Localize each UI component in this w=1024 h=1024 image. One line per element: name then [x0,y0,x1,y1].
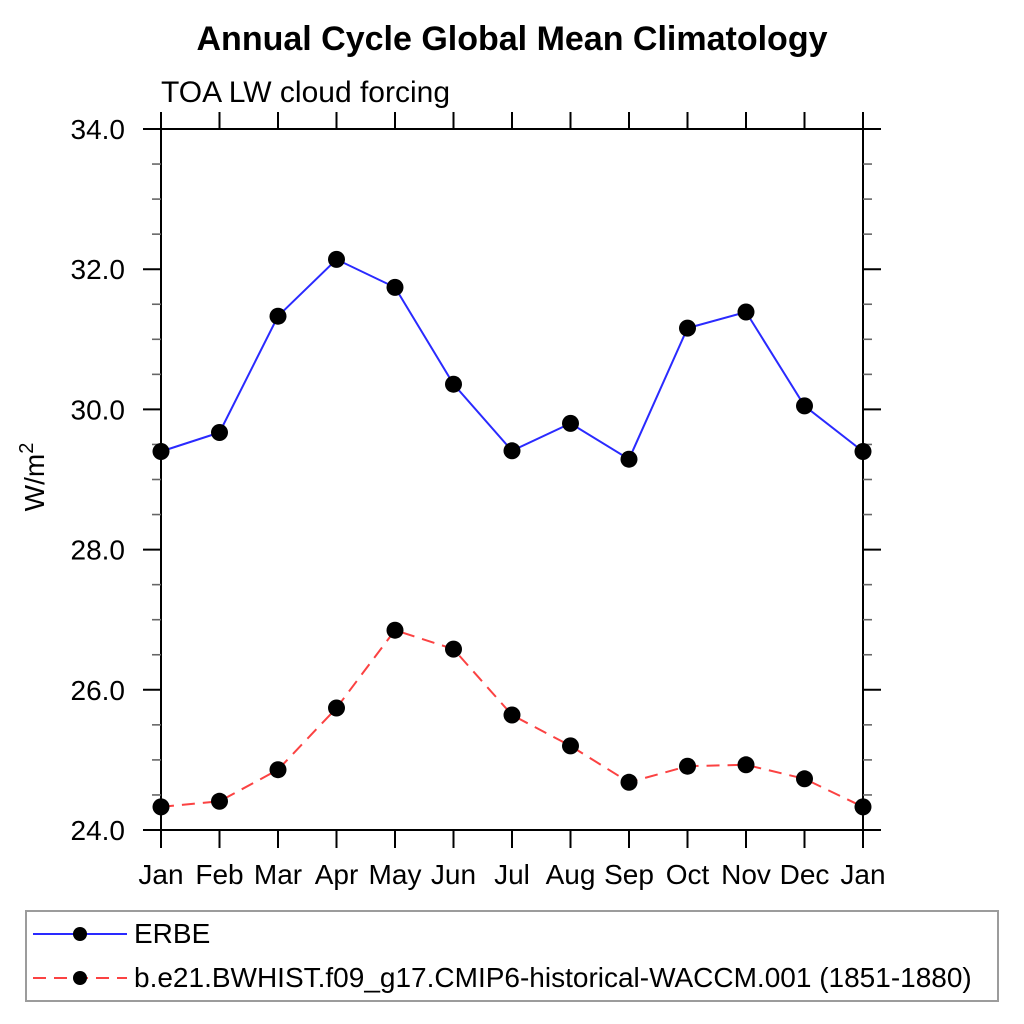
data-point-marker [620,773,638,791]
data-point-marker [503,442,521,460]
legend-label-erbe: ERBE [134,918,211,949]
data-point-marker [854,443,872,460]
data-point-marker [737,303,755,321]
data-point-marker [386,278,404,296]
x-axis-tick-label: May [369,859,422,890]
x-axis-tick-label: Apr [315,859,359,890]
y-axis-title: W/m2 [16,443,50,512]
data-point-marker [796,770,813,788]
data-point-marker [152,798,170,816]
data-point-marker [737,756,755,774]
data-point-marker [328,699,345,717]
x-axis-tick-label: Nov [721,859,771,890]
data-point-marker [445,640,462,658]
data-point-marker [211,792,228,810]
x-axis-tick-label: Jul [494,859,530,890]
data-point-marker [562,414,579,432]
data-point-marker [386,621,404,639]
data-point-marker [211,424,228,441]
data-point-marker [679,319,696,337]
x-axis-tick-label: Jan [840,859,885,890]
data-point-marker [679,757,696,775]
legend-box: ERBE b.e21.BWHIST.f09_g17.CMIP6-historic… [25,910,999,1002]
x-axis-tick-label: Feb [195,859,243,890]
y-axis-tick-label: 24.0 [71,815,126,846]
x-axis-tick-label: Dec [780,859,830,890]
chart-title: Annual Cycle Global Mean Climatology [196,20,828,58]
x-axis-tick-label: Aug [546,859,596,890]
legend-label-waccm: b.e21.BWHIST.f09_g17.CMIP6-historical-WA… [134,962,972,993]
series-line-erbe [160,258,864,461]
legend-marker-dot-icon [73,927,87,941]
y-axis-tick-label: 34.0 [71,114,126,145]
axis-frame [160,128,864,831]
data-point-marker [445,375,462,393]
y-axis-tick-label: 26.0 [71,675,126,706]
legend-item-waccm: b.e21.BWHIST.f09_g17.CMIP6-historical-WA… [27,956,997,1000]
data-point-marker [269,761,287,779]
data-point-marker [620,450,638,468]
x-axis-tick-label: Oct [666,859,710,890]
data-point-marker [152,443,170,460]
legend-line-sample-solid [33,927,127,941]
y-axis-tick-label: 28.0 [71,535,126,566]
legend-line-sample-dashed [33,971,127,985]
data-point-marker [328,250,345,268]
x-axis-tick-label: Jan [138,859,183,890]
x-axis-tick-label: Jun [431,859,476,890]
data-point-marker [269,307,287,325]
y-axis-tick-label: 32.0 [71,254,126,285]
chart-subtitle: TOA LW cloud forcing [161,76,451,109]
data-point-marker [796,397,813,415]
x-axis-tick-label: Mar [254,859,302,890]
x-axis-tick-label: Sep [604,859,654,890]
legend-marker-dot-icon [73,971,87,985]
y-axis-tick-label: 30.0 [71,394,126,425]
legend-item-erbe: ERBE [27,912,997,956]
data-point-marker [854,798,872,816]
data-point-marker [562,737,579,755]
data-point-marker [503,706,521,724]
